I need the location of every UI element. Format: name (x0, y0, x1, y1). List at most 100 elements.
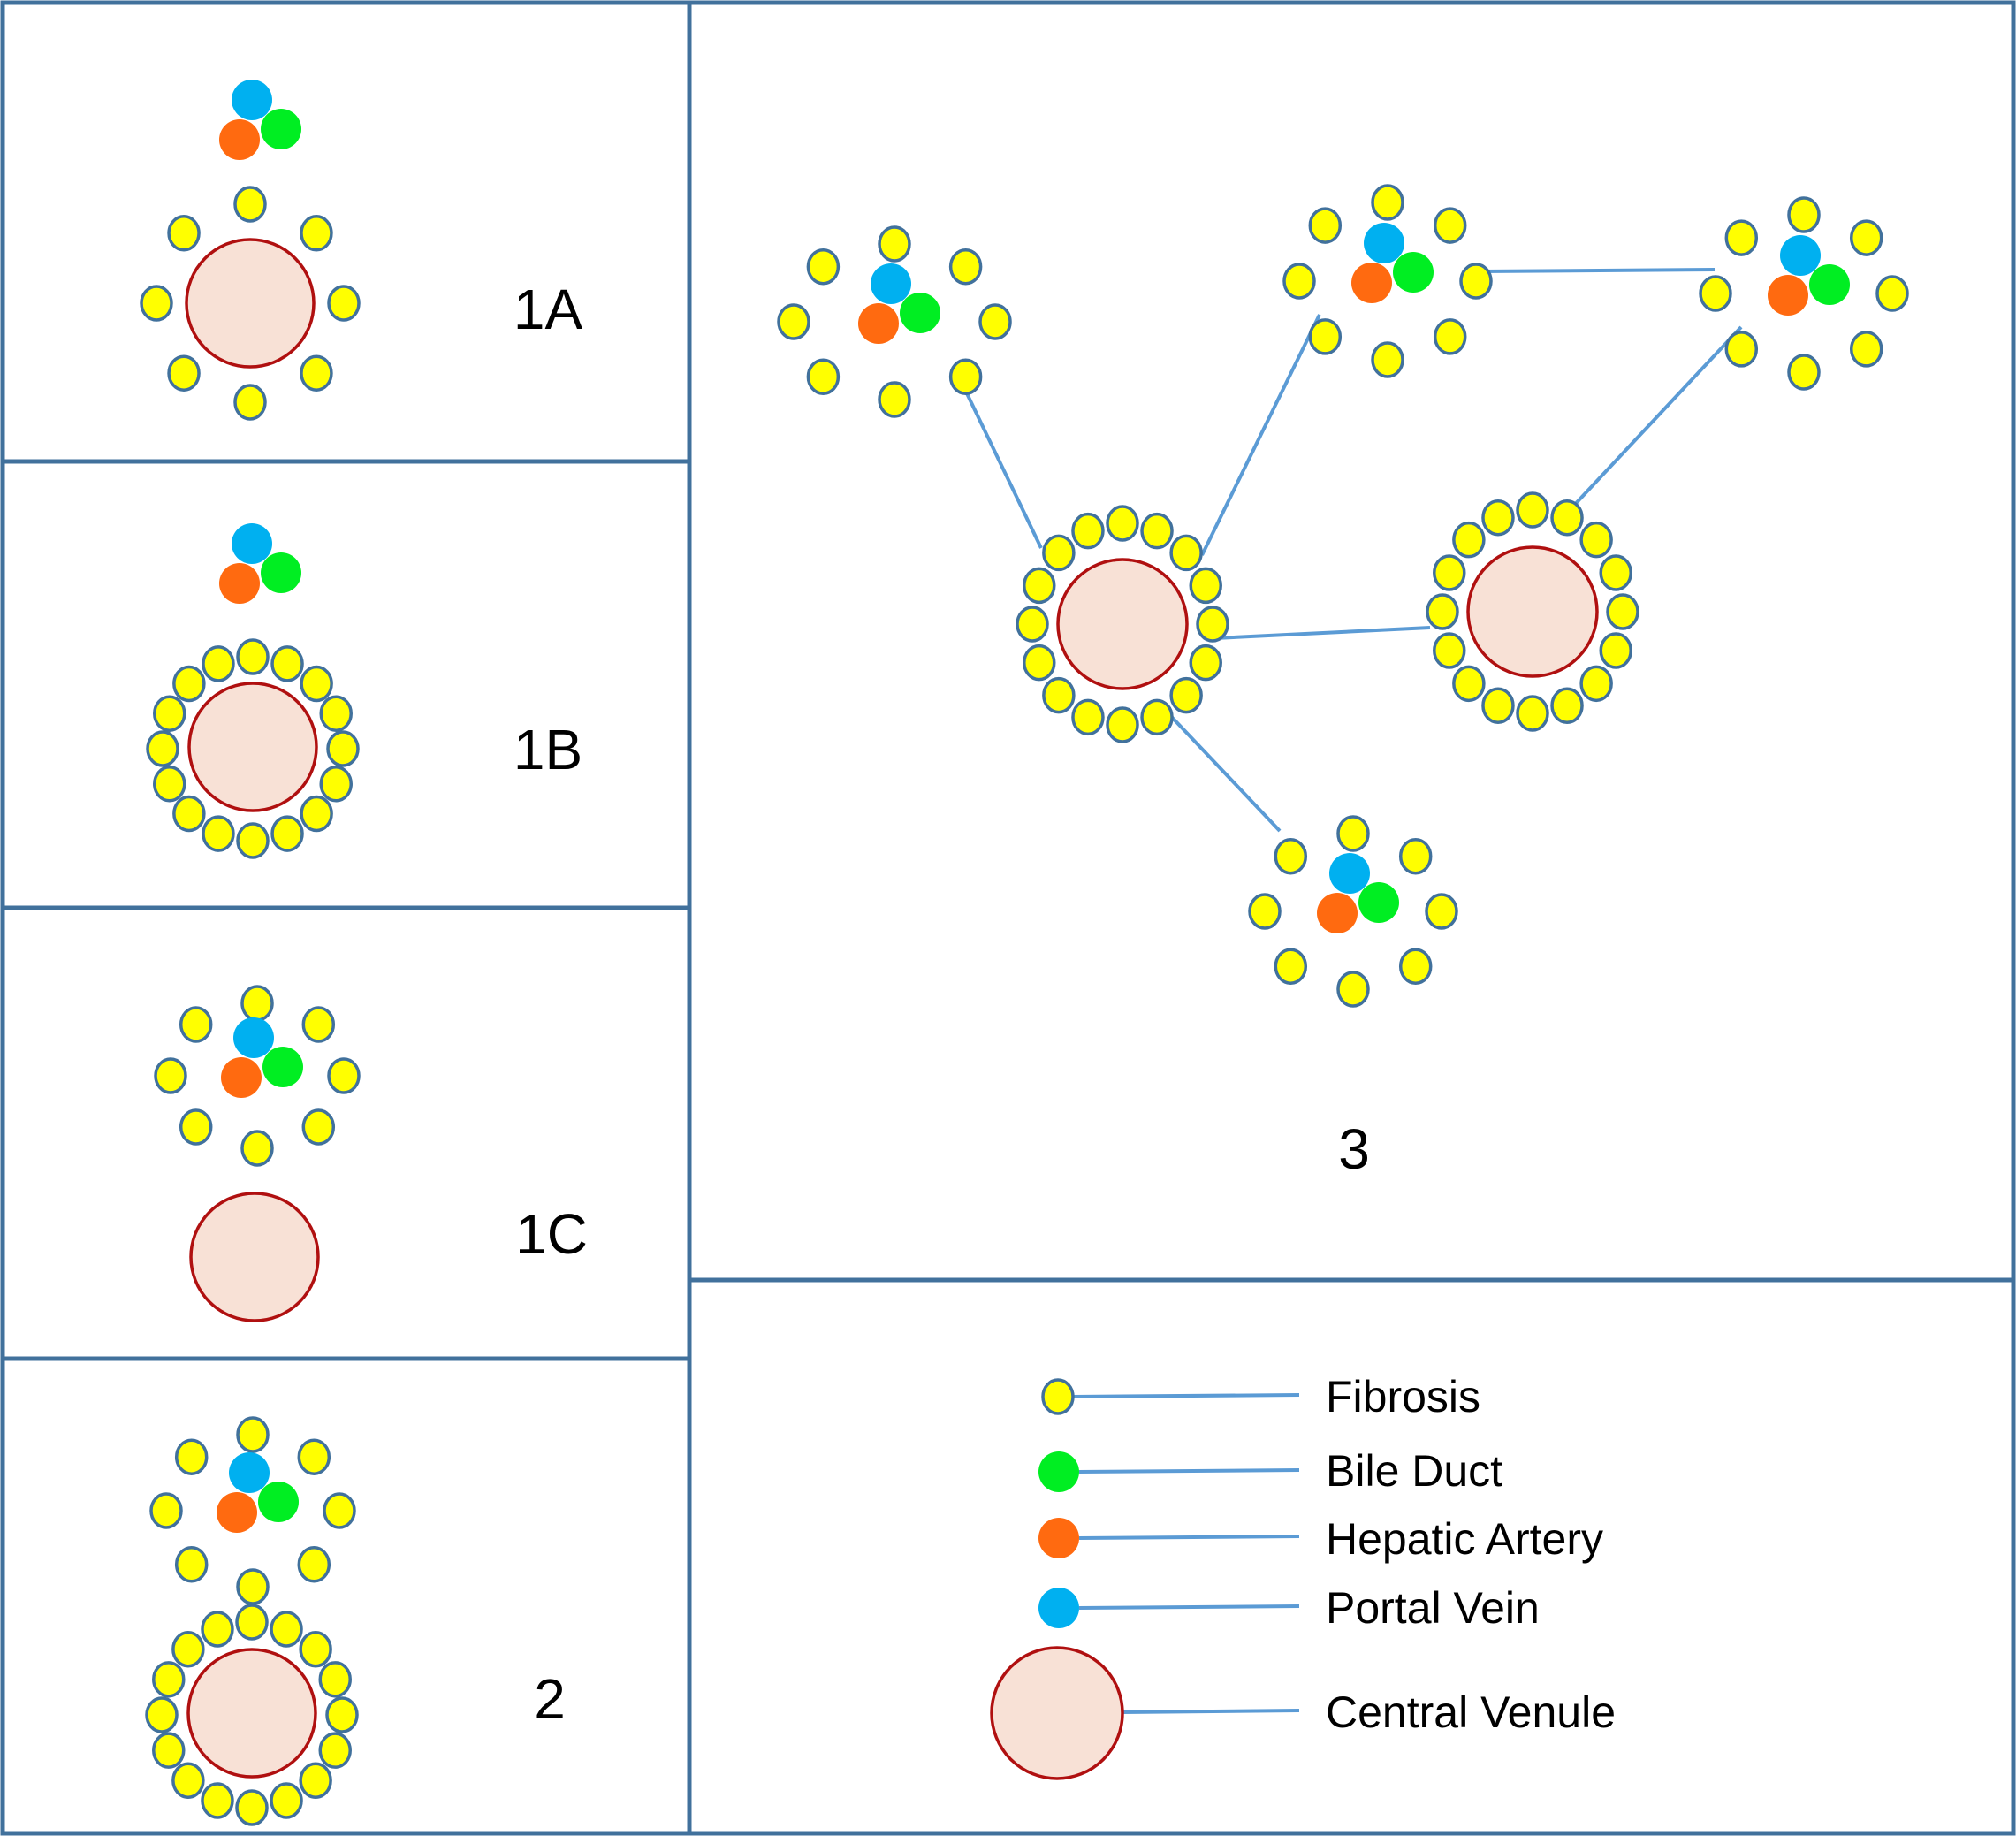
fibrosis-icon (1433, 318, 1467, 355)
fibrosis-icon (233, 384, 267, 421)
central-venule-icon (187, 682, 318, 812)
fibrosis-icon (1849, 331, 1883, 368)
fibrosis-icon (145, 1696, 179, 1733)
hepatic-artery-icon (219, 119, 260, 160)
legend-connector (1078, 1468, 1300, 1474)
fibrosis-icon (172, 665, 206, 703)
fibrosis-icon (1699, 275, 1732, 312)
fibrosis-icon (1579, 521, 1613, 559)
panel-label-1c: 1C (515, 1202, 588, 1266)
fibrosis-icon (299, 1631, 332, 1668)
panel-label-3: 3 (1338, 1117, 1370, 1181)
fibrosis-icon (299, 1762, 332, 1799)
fibrosis-icon (1140, 512, 1174, 550)
fibrosis-icon (327, 1057, 361, 1094)
fibrosis-icon (146, 730, 179, 767)
fibrosis-icon (297, 1546, 331, 1583)
fibrosis-icon (201, 1782, 234, 1819)
fibrosis-icon (1724, 331, 1759, 368)
central-venule-icon (1466, 545, 1599, 678)
fibrosis-icon (301, 1006, 336, 1043)
fibrosis-icon (1433, 632, 1466, 669)
portal-vein-icon (232, 80, 272, 120)
legend-label-hepatic-artery: Hepatic Artery (1326, 1514, 1603, 1564)
portal-vein-icon (871, 263, 911, 304)
fibrosis-icon (1336, 815, 1370, 852)
fibrosis-icon (152, 1732, 186, 1769)
legend-row-fibrosis (1041, 1378, 1300, 1415)
fibrosis-icon (152, 1661, 186, 1698)
bile-duct-icon (262, 1047, 303, 1087)
fibrosis-icon (240, 1130, 274, 1167)
fibrosis-icon (1433, 554, 1466, 591)
fibrosis-icon (1433, 207, 1467, 244)
fibrosis-icon (1481, 687, 1515, 724)
fibrosis-icon (172, 795, 206, 833)
panel-1a (140, 80, 361, 421)
legend-connector (1072, 1393, 1300, 1398)
bile-duct-icon (261, 552, 301, 593)
fibrosis-icon (300, 354, 333, 392)
connector-portal-b-venule-a (1200, 314, 1321, 556)
hepatic-artery-icon (221, 1057, 262, 1098)
fibrosis-icon (806, 248, 841, 286)
fibrosis-icon (878, 381, 911, 418)
legend-label-fibrosis: Fibrosis (1326, 1372, 1480, 1421)
fibrosis-icon (167, 215, 201, 252)
fibrosis-icon (1787, 354, 1821, 391)
legend-row-hepatic-artery (1038, 1518, 1300, 1558)
fibrosis-icon (1106, 706, 1139, 743)
fibrosis-icon (1189, 644, 1222, 682)
fibrosis-icon (1516, 491, 1549, 529)
panel-label-1a: 1A (514, 278, 583, 341)
fibrosis-icon (179, 1108, 213, 1146)
fibrosis-icon (1042, 534, 1076, 572)
fibrosis-icon (149, 1492, 183, 1529)
hepatic-artery-icon (1317, 893, 1358, 933)
fibrosis-icon (1169, 534, 1203, 572)
fibrosis-icon (1023, 644, 1056, 682)
portal-vein-icon (232, 523, 272, 564)
fibrosis-icon (806, 358, 841, 395)
fibrosis-icon (179, 1006, 213, 1043)
fibrosis-icon (323, 1492, 356, 1529)
hepatic-artery-icon (217, 1492, 257, 1533)
fibrosis-icon (1308, 207, 1343, 244)
bile-duct-icon (1393, 252, 1434, 293)
fibrosis-icon (1787, 196, 1821, 233)
fibrosis-icon (1599, 632, 1632, 669)
fibrosis-icon (1336, 971, 1370, 1008)
portal-vein-icon (1329, 853, 1370, 894)
fibrosis-icon (948, 248, 983, 286)
panel-2 (145, 1416, 359, 1826)
fibrosis-icon (1550, 687, 1584, 724)
fibrosis-icon (270, 815, 304, 852)
fibrosis-icon (236, 1568, 270, 1605)
fibrosis-icon (318, 1661, 352, 1698)
fibrosis-icon (301, 1108, 336, 1146)
fibrosis-icon (1196, 606, 1229, 643)
central-venule-icon (1056, 558, 1189, 690)
fibrosis-icon (325, 1696, 359, 1733)
bile-duct-icon (1038, 1451, 1079, 1492)
portal-vein-icon (1780, 235, 1821, 276)
fibrosis-icon (202, 815, 235, 852)
portal-vein-icon (1364, 223, 1404, 263)
fibrosis-icon (235, 1604, 269, 1641)
fibrosis-icon (1516, 695, 1549, 732)
fibrosis-icon (1023, 567, 1056, 605)
fibrosis-icon (1308, 318, 1343, 355)
fibrosis-icon (1140, 698, 1174, 736)
fibrosis-icon (978, 303, 1012, 340)
fibrosis-icon (1606, 593, 1639, 630)
liver-structures (140, 80, 1909, 1826)
panel-label-2: 2 (534, 1667, 566, 1731)
fibrosis-icon (326, 730, 360, 767)
fibrosis-icon (777, 303, 810, 340)
fibrosis-icon (1481, 499, 1515, 537)
hepatic-artery-icon (858, 303, 899, 344)
legend-label-central-venule: Central Venule (1326, 1687, 1616, 1737)
